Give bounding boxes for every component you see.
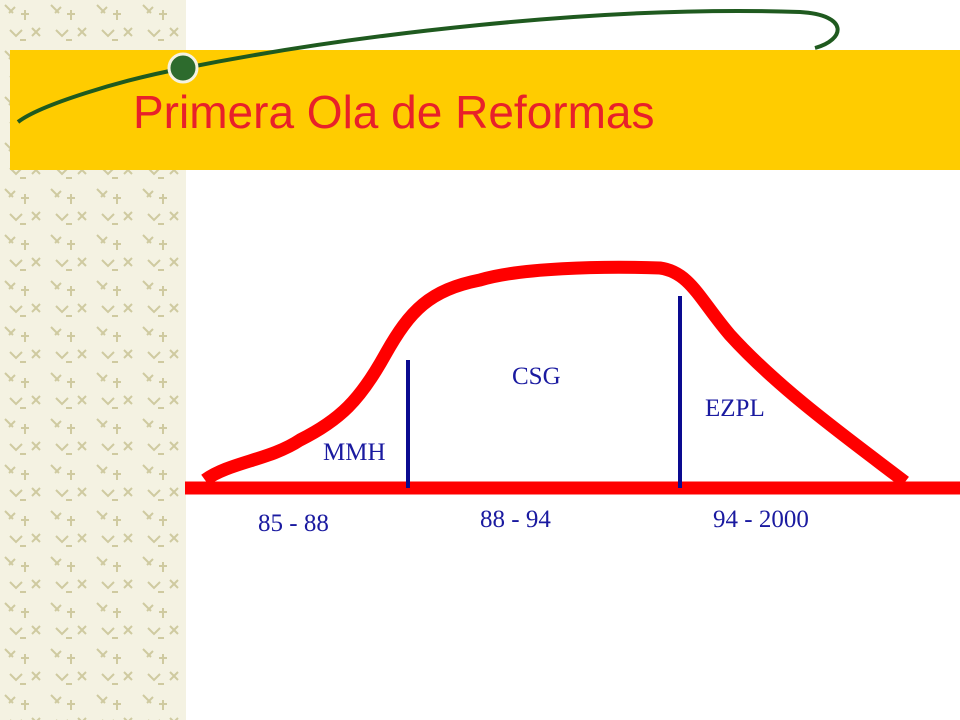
period-label: CSG	[512, 363, 561, 390]
period-years: 85 - 88	[258, 510, 329, 537]
reform-curve	[201, 260, 909, 488]
period-years: 88 - 94	[480, 506, 551, 533]
period-label: EZPL	[705, 395, 765, 422]
decorative-curve	[16, 9, 840, 124]
period-years: 94 - 2000	[713, 506, 809, 533]
slide-title: Primera Ola de Reformas	[133, 86, 655, 138]
decorative-dot	[167, 52, 199, 84]
period-label: MMH	[323, 439, 386, 466]
